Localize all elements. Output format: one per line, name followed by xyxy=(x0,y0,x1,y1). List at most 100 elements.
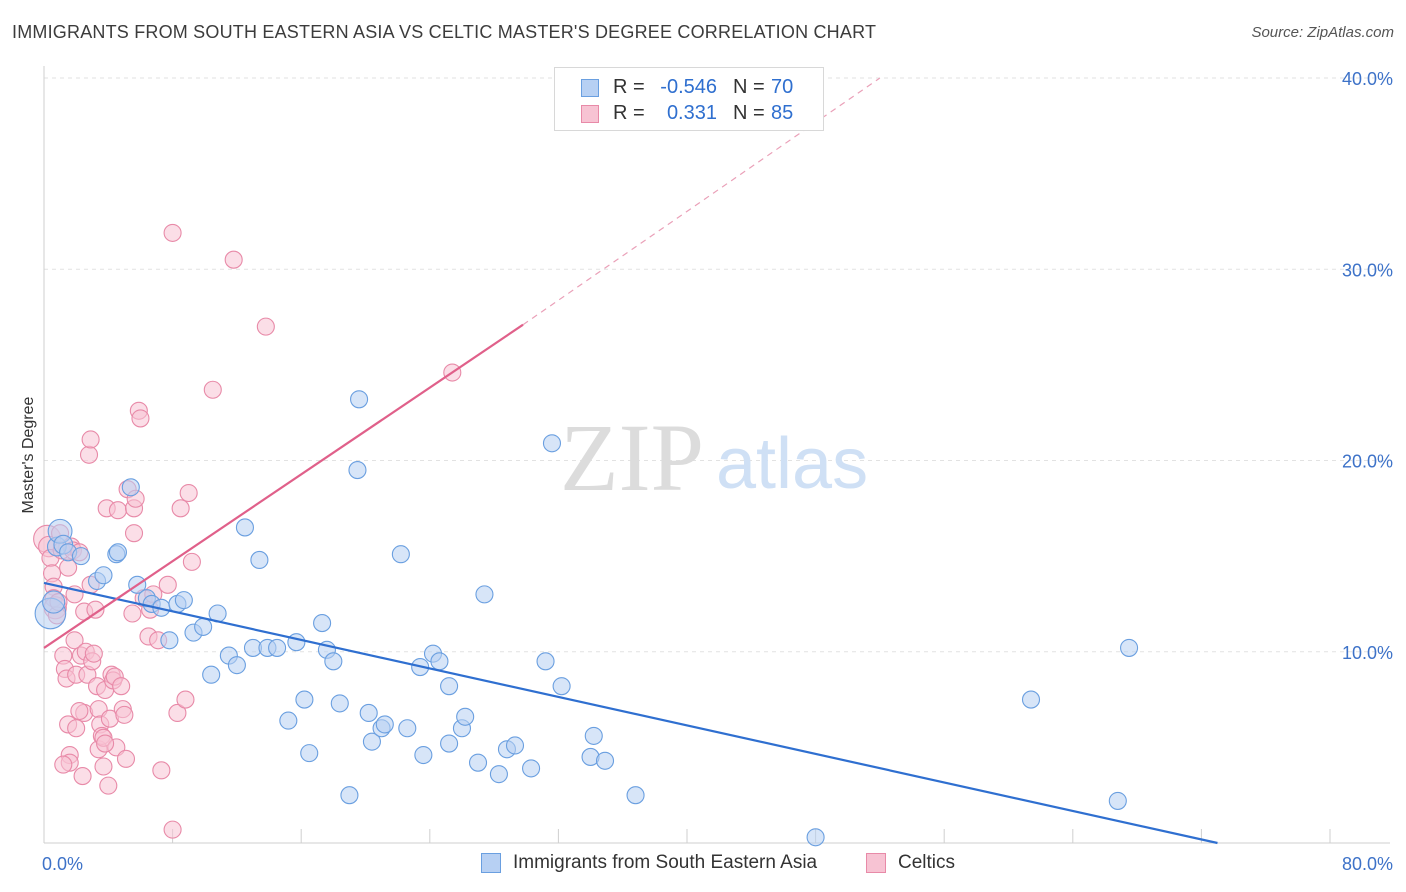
celtics-point xyxy=(108,501,127,520)
watermark-zip: ZIP xyxy=(560,404,704,511)
sea-immigrants-points xyxy=(34,390,1139,847)
sea-point xyxy=(121,478,140,497)
celtics-point xyxy=(79,445,99,464)
bottom-legend-swatch-sea xyxy=(481,853,501,873)
celtics-point xyxy=(112,677,131,696)
celtics-point xyxy=(158,575,177,594)
sea-point xyxy=(552,677,571,696)
sea-point xyxy=(375,715,394,734)
sea-point xyxy=(71,547,91,566)
sea-point xyxy=(194,617,213,636)
sea-point xyxy=(1120,638,1139,657)
celtics-point xyxy=(73,767,92,786)
celtics-point xyxy=(152,761,171,780)
x-tick-label: 80.0% xyxy=(1342,854,1393,874)
sea-point xyxy=(440,677,459,696)
sea-point xyxy=(108,543,127,562)
sea-point xyxy=(440,734,459,753)
watermark: ZIP atlas xyxy=(560,404,868,511)
sea-point xyxy=(300,744,319,763)
sea-point xyxy=(42,590,66,614)
celtics-point xyxy=(163,820,182,839)
celtics-point xyxy=(86,600,105,619)
celtics-point xyxy=(179,483,198,503)
sea-point xyxy=(160,631,179,650)
legend-r-label: R = xyxy=(613,76,645,98)
y-tick-label: 40.0% xyxy=(1342,69,1393,89)
celtics-point xyxy=(70,701,89,721)
celtics-point xyxy=(94,757,113,776)
bottom-legend-swatch-celtics xyxy=(866,853,886,873)
sea-point xyxy=(456,707,475,726)
sea-point xyxy=(430,652,449,671)
tick-labels: 10.0% 20.0% 30.0% 40.0% 0.0% 80.0% xyxy=(42,69,1393,874)
celtics-point xyxy=(182,552,201,571)
trend-lines xyxy=(43,77,1218,845)
legend-r-label: R = xyxy=(613,102,645,124)
celtics-point xyxy=(224,250,243,269)
sea-point xyxy=(227,656,246,675)
legend-n-value: 70 xyxy=(771,76,794,98)
sea-point xyxy=(362,732,381,751)
celtics-point xyxy=(54,755,73,774)
sea-point xyxy=(295,690,314,709)
sea-trend-line xyxy=(43,581,1218,845)
bottom-legend-label-celtics: Celtics xyxy=(898,852,956,873)
y-tick-label: 10.0% xyxy=(1342,643,1393,663)
sea-point xyxy=(348,461,367,480)
sea-point xyxy=(505,736,525,755)
celtics-point xyxy=(123,604,142,623)
sea-point xyxy=(522,759,541,778)
sea-point xyxy=(1108,791,1127,810)
y-tick-label: 20.0% xyxy=(1342,452,1393,472)
sea-point xyxy=(287,633,306,652)
celtics-point xyxy=(168,703,187,723)
sea-point xyxy=(542,434,562,453)
celtics-point xyxy=(124,524,144,543)
sea-point xyxy=(489,765,508,784)
legend-r-value: -0.546 xyxy=(660,76,717,98)
celtics-point xyxy=(131,409,150,428)
sea-point xyxy=(475,585,494,604)
celtics-point xyxy=(176,690,195,709)
sea-point xyxy=(250,550,269,570)
bottom-legend-label-sea: Immigrants from South Eastern Asia xyxy=(513,852,818,873)
source-label: Source: ZipAtlas.com xyxy=(1251,24,1394,41)
celtics-trend-line xyxy=(43,323,524,649)
sea-point xyxy=(279,711,298,730)
sea-point xyxy=(414,745,433,765)
legend-n-value: 85 xyxy=(771,102,794,124)
sea-point xyxy=(398,719,417,738)
watermark-atlas: atlas xyxy=(716,424,868,504)
y-tick-label: 30.0% xyxy=(1342,260,1393,280)
sea-point xyxy=(174,591,193,610)
sea-point xyxy=(235,518,254,537)
celtics-point xyxy=(96,734,115,753)
legend-swatch-sea xyxy=(581,79,599,97)
celtics-point xyxy=(116,749,136,768)
sea-point xyxy=(330,694,349,713)
sea-point xyxy=(350,390,369,409)
sea-point xyxy=(595,751,615,770)
legend-n-label: N = xyxy=(733,76,765,98)
celtics-point xyxy=(84,644,103,663)
celtics-point xyxy=(203,380,222,399)
grid-lines xyxy=(44,77,1390,653)
celtics-point xyxy=(65,631,84,650)
sea-point xyxy=(626,786,645,805)
celtics-point xyxy=(99,776,118,795)
sea-point xyxy=(313,614,332,633)
sea-point xyxy=(268,638,287,657)
celtics-point xyxy=(115,705,134,724)
sea-point xyxy=(584,726,603,745)
sea-point xyxy=(340,786,359,805)
sea-point xyxy=(391,545,410,564)
sea-point xyxy=(468,753,488,772)
sea-point xyxy=(324,652,343,671)
chart-title: IMMIGRANTS FROM SOUTH EASTERN ASIA VS CE… xyxy=(12,22,877,42)
sea-point xyxy=(359,703,378,723)
x-tick-label: 0.0% xyxy=(42,854,83,874)
celtics-point xyxy=(163,223,182,242)
celtics-point xyxy=(256,317,275,336)
